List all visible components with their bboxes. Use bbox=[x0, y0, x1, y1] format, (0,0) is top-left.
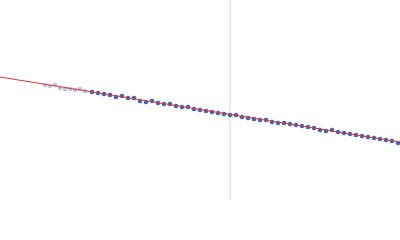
fit-line bbox=[0, 76, 400, 143]
data-point bbox=[269, 119, 275, 125]
data-point bbox=[119, 93, 125, 99]
data-point bbox=[72, 87, 78, 93]
data-point bbox=[131, 95, 137, 101]
chart bbox=[0, 0, 400, 200]
data-point bbox=[275, 120, 281, 126]
page: {"chart_data": { "type": "scatter", "xli… bbox=[0, 0, 400, 200]
